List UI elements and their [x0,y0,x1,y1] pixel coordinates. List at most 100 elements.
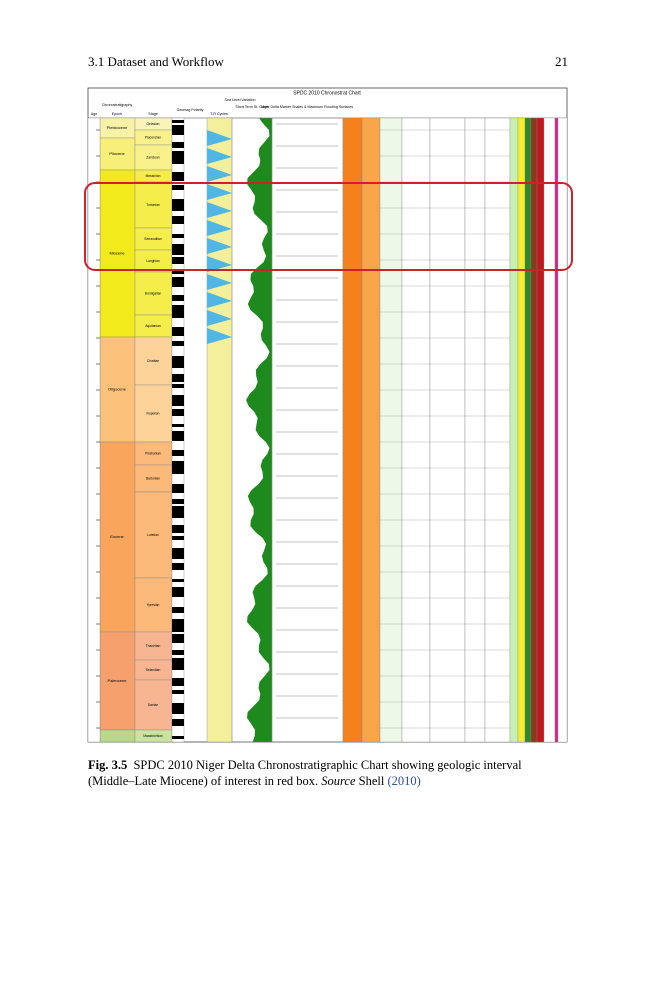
stage-band [134,144,173,171]
epoch-label: Pleistocene [107,125,128,130]
stage-band [134,271,173,316]
stage-label: Serravallian [144,237,162,241]
stage-label: Messinian [146,174,161,178]
epoch-band [99,631,136,731]
column-header: Stage [148,112,157,116]
sequence-column [342,117,363,743]
sequence-column [361,117,381,743]
zone-column [379,117,403,743]
stage-label: Danian [148,703,159,707]
tr-cycle [207,148,232,164]
bar-column [554,117,559,743]
stage-band [134,491,173,579]
caption: Fig. 3.5 SPDC 2010 Niger Delta Chronostr… [88,757,568,789]
stage-label: Priabonian [145,451,161,455]
polarity-block [172,199,184,211]
tr-cycle [207,274,232,290]
column-header: T-R Cycles [210,112,228,116]
epoch-label: Pliocene [109,151,125,156]
page-number: 21 [555,54,568,69]
caption-text: SPDC 2010 Niger Delta Chronostratigraphi… [88,758,522,788]
epoch-band [99,729,136,743]
column-header: Age [91,112,97,116]
age-column [87,117,101,743]
tr-cycle [207,184,232,200]
polarity-block [172,650,184,655]
polarity-block [172,257,184,264]
sea-level-curve [246,118,272,742]
epoch-band [99,137,136,171]
bar-column [557,117,568,743]
bar-column [509,117,519,743]
polarity-block [172,587,184,597]
stage-label: Burdigalian [145,291,162,295]
polarity-block [172,506,184,518]
polarity-block [172,409,184,416]
section-header: 3.1 Dataset and Workflow [88,54,224,69]
polarity-block [172,216,184,224]
column-header: Epoch [112,112,122,116]
polarity-block [172,703,184,714]
tr-cycle [207,130,232,146]
polarity-block [172,736,184,739]
polarity-block [172,356,184,368]
bar-column [524,117,532,743]
column-header: Short Term SL Curve [235,105,268,109]
polarity-block [172,172,184,181]
polarity-block [172,295,184,301]
tr-cycle [207,166,232,182]
stage-band [134,679,173,731]
epoch-band [99,336,136,443]
zone-column [484,117,511,743]
column-header: Geomag Polarity [177,108,204,112]
bar-column [517,117,526,743]
stage-band [134,384,173,443]
polarity-block [172,461,184,474]
polarity-block [172,619,184,632]
caption-source-name: Shell [358,774,385,788]
polarity-block [172,678,184,686]
tr-cycle [207,328,232,344]
tr-cycle [207,202,232,218]
stage-label: Zanclean [146,155,160,159]
polarity-block [172,305,184,318]
figure-title: SPDC 2010 Chronostrat Chart [293,90,361,96]
polarity-block [172,579,184,582]
polarity-block [172,277,184,287]
polarity-block [172,634,184,643]
polarity-block [172,548,184,559]
zone-column [429,117,466,743]
polarity-block [172,607,184,613]
caption-source-year: (2010) [387,774,421,788]
epoch-band [99,169,136,338]
polarity-block [172,327,184,336]
interest-box [84,182,573,271]
polarity-block [172,271,184,274]
polarity-column [171,117,185,743]
stage-label: Ypresian [147,603,160,607]
stage-label: Chattian [147,359,159,363]
polarity-block [172,450,184,456]
caption-source-word: Source [321,774,356,788]
stage-label: Piacenzian [145,135,161,139]
zone-column [464,117,486,743]
stage-band [134,631,173,661]
polarity-block [172,431,184,441]
polarity-block [172,341,184,346]
polarity-block [172,424,184,427]
bar-column [536,117,545,743]
stage-band [134,577,173,633]
tr-cycle [207,238,232,254]
caption-label: Fig. 3.5 [88,758,128,772]
polarity-block [172,499,184,504]
polarity-block [172,142,184,148]
stage-label: Tortonian [146,203,160,207]
column-header: Sea Level Variation [225,98,256,102]
column-header: Chronostratigraphy [102,103,133,107]
stage-label: Thanetian [146,644,161,648]
tr-cycle [207,310,232,326]
polarity-block [172,536,184,540]
polarity-block [172,690,184,694]
